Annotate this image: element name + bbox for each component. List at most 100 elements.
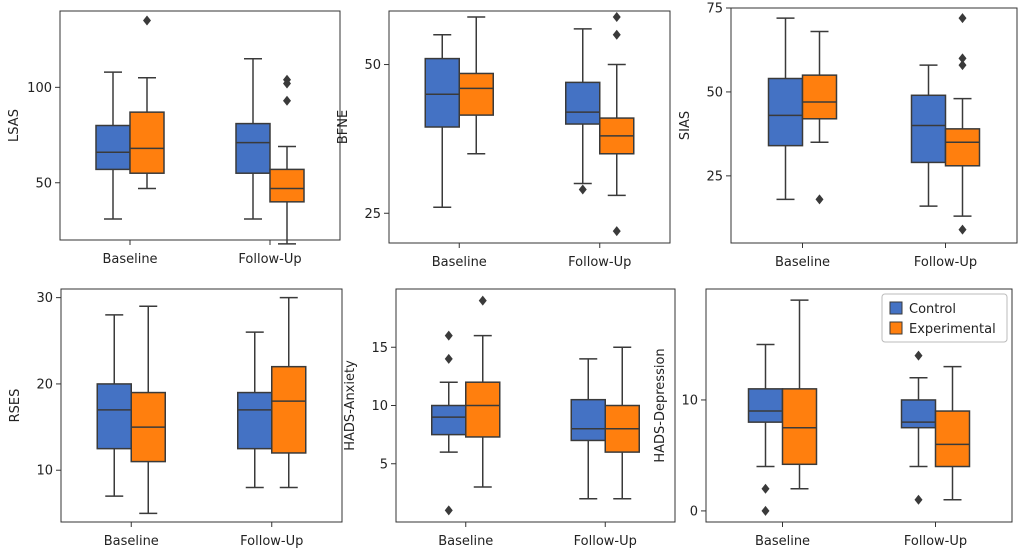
box-experimental-follow-up [604,346,640,500]
box-control-baseline [95,71,131,220]
panel-sias: 25 50 75 SIAS Baseline Follow-Up [678,2,1018,270]
box-experimental-baseline [801,30,838,205]
box-iqr [95,124,131,171]
y-axis-label: BFNE [336,110,351,144]
box-iqr [431,404,467,436]
box-experimental-follow-up [269,74,305,245]
axes-frame [705,288,1013,523]
box-control-follow-up [910,64,947,207]
box-control-follow-up [235,57,271,220]
x-tick-label: Follow-Up [238,252,301,267]
legend-label-control: Control [909,302,956,317]
box-experimental-baseline [458,16,494,155]
panel-rses: 10 20 30 RSES Baseline Follow-Up [8,288,343,549]
y-axis-label: HADS-Anxiety [343,360,358,451]
outlier-point [914,494,923,505]
box-control-baseline [767,17,804,201]
outlier-point [958,53,967,64]
box-iqr [570,398,606,442]
box-iqr [565,81,601,125]
box-iqr [237,391,273,450]
box-iqr [910,94,947,164]
x-tick-label: Follow-Up [568,255,631,270]
box-experimental-baseline [129,15,165,190]
box-iqr [269,168,305,203]
legend-swatch-control [889,301,903,315]
outlier-point [444,330,453,341]
y-axis-label: SIAS [678,111,693,140]
panel-hads-anxiety: 5 10 15 HADS-Anxiety Baseline Follow-Up [343,288,676,549]
legend-label-experimental: Experimental [909,322,996,337]
y-tick-label: 5 [380,457,388,472]
outlier-point [143,15,151,26]
y-axis-label: HADS-Depression [653,348,668,462]
box-iqr [900,399,937,429]
outlier-point [283,74,291,85]
outlier-point [612,29,621,40]
x-tick-label: Baseline [755,534,810,549]
y-tick-label: 50 [706,85,723,100]
y-tick-label: 25 [706,169,723,184]
y-axis-label: LSAS [7,109,22,142]
y-tick-label: 25 [364,207,381,222]
panel-lsas: 50 100 LSAS Baseline Follow-Up [7,10,341,267]
x-tick-label: Follow-Up [904,534,967,549]
outlier-point [914,350,923,361]
legend-swatch-experimental [889,321,903,335]
outlier-point [612,226,621,237]
outlier-point [283,95,291,106]
outlier-point [958,224,967,235]
y-tick-label: 10 [371,399,388,414]
x-tick-label: Baseline [432,255,487,270]
box-iqr [934,410,971,468]
box-iqr [781,388,818,466]
box-control-baseline [431,330,467,516]
y-tick-label: 10 [36,464,53,479]
y-tick-label: 100 [27,81,52,96]
box-iqr [96,383,132,450]
box-control-follow-up [900,350,937,505]
box-iqr [424,57,460,128]
y-tick-label: 50 [364,58,381,73]
box-iqr [944,128,981,167]
box-iqr [271,365,307,454]
box-iqr [767,77,804,147]
outlier-point [958,60,967,71]
outlier-point [958,13,967,24]
panel-hads-depression: 0 10 HADS-Depression Baseline Follow-Up [653,288,1013,549]
axes-frame [60,288,343,523]
box-control-follow-up [237,331,273,489]
y-tick-label: 20 [36,377,53,392]
box-iqr [801,74,838,120]
x-tick-label: Baseline [102,252,157,267]
outlier-point [478,295,487,306]
axes-frame [388,10,671,244]
box-experimental-follow-up [934,365,971,501]
y-tick-label: 30 [36,291,53,306]
box-iqr [235,122,271,174]
axes-frame [730,7,1018,244]
x-tick-label: Follow-Up [240,534,303,549]
outlier-point [612,11,621,22]
box-iqr [747,388,784,423]
axes-frame [59,10,341,241]
outlier-point [444,505,453,516]
box-control-follow-up [565,28,601,195]
panel-bfne: 25 50 BFNE Baseline Follow-Up [336,10,671,270]
box-control-baseline [96,314,132,497]
x-tick-label: Follow-Up [574,534,637,549]
x-tick-label: Baseline [104,534,159,549]
box-control-follow-up [570,358,606,500]
y-tick-label: 0 [690,504,698,519]
y-axis-label: RSES [8,389,23,423]
legend: Control Experimental [881,293,1008,343]
y-tick-label: 50 [35,176,52,191]
box-experimental-baseline [465,295,501,488]
box-iqr [129,111,165,174]
outlier-point [444,353,453,364]
y-tick-label: 10 [681,393,698,408]
box-iqr [458,72,494,116]
box-experimental-follow-up [944,13,981,235]
y-tick-label: 75 [706,2,723,17]
